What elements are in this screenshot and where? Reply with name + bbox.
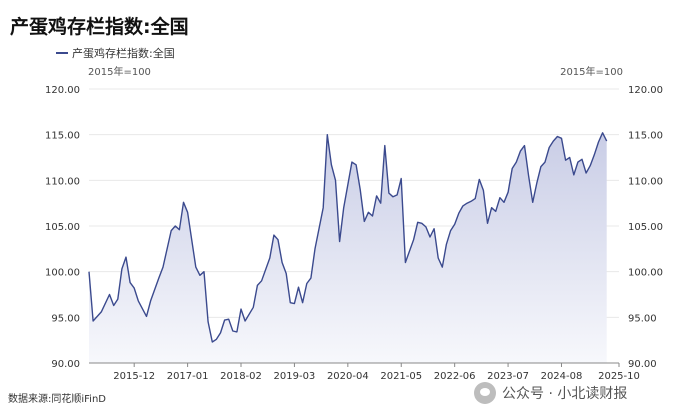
x-tick-label: 2017-01	[167, 371, 209, 382]
watermark-text: 公众号 · 小北读财报	[502, 386, 628, 402]
y-tick-label-left: 100.00	[45, 268, 80, 279]
x-tick-label: 2024-08	[541, 371, 583, 382]
y-tick-label-right: 115.00	[628, 131, 663, 142]
x-tick-label: 2018-02	[220, 371, 262, 382]
x-tick-label: 2022-06	[434, 371, 476, 382]
y-tick-label-right: 100.00	[628, 268, 663, 279]
y-tick-label-right: 90.00	[628, 359, 657, 370]
x-tick-label: 2020-04	[327, 371, 369, 382]
x-tick-label: 2021-05	[380, 371, 422, 382]
series-line	[88, 132, 608, 343]
y-tick-label-left: 120.00	[45, 85, 80, 96]
y-tick-label-right: 110.00	[628, 176, 663, 187]
y-tick-label-left: 110.00	[45, 176, 80, 187]
y-tick-label-left: 95.00	[51, 313, 80, 324]
x-tick-label: 2023-07	[487, 371, 529, 382]
y-tick-label-right: 95.00	[628, 313, 657, 324]
axis-layer: 90.00 90.00 95.00 95.00 100.00 100.00 105.00 10…	[45, 85, 663, 382]
legend: 产蛋鸡存栏指数:全国	[56, 46, 175, 60]
y-tick-label-right: 105.00	[628, 222, 663, 233]
chart-title: 产蛋鸡存栏指数:全国	[10, 16, 189, 38]
watermark: 公众号 · 小北读财报	[474, 382, 627, 404]
y-tick-label-right: 120.00	[628, 85, 663, 96]
x-tick-label: 2015-12	[113, 371, 155, 382]
unit-right-label: 2015年=100	[560, 65, 623, 78]
y-tick-label-left: 105.00	[45, 222, 80, 233]
wechat-icon	[474, 382, 496, 404]
y-tick-label-left: 115.00	[45, 131, 80, 142]
unit-left-label: 2015年=100	[88, 65, 151, 78]
legend-label: 产蛋鸡存栏指数:全国	[72, 46, 175, 60]
x-tick-label: 2025-10	[598, 371, 640, 382]
data-source-label: 数据来源:同花顺iFinD	[8, 394, 106, 405]
y-tick-label-left: 90.00	[51, 359, 80, 370]
x-tick-label: 2019-03	[274, 371, 316, 382]
area-layer	[88, 132, 608, 363]
